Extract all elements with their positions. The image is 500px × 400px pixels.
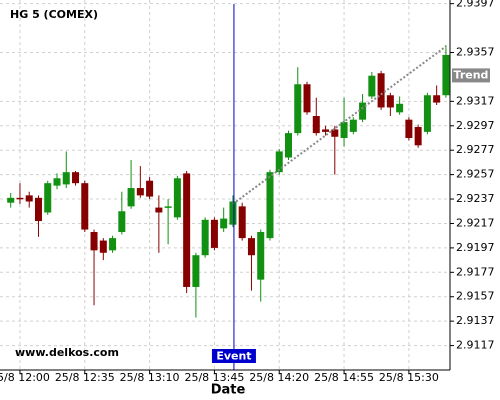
y-tick-label: 2.9217 — [456, 216, 495, 229]
candle-body — [90, 232, 98, 251]
y-tick-label: 2.9237 — [456, 192, 495, 205]
candle-body — [368, 75, 376, 97]
candle-body — [285, 133, 292, 158]
x-tick-label: 25/8 15:30 — [379, 371, 439, 384]
trend-label-box — [452, 68, 490, 83]
candle-body — [247, 238, 255, 256]
candle-body — [62, 172, 70, 185]
event-label-box — [211, 349, 256, 363]
y-tick-label: 2.9137 — [456, 314, 495, 327]
x-tick-label: 25/8 12:00 — [0, 371, 50, 384]
candle-body — [7, 197, 15, 203]
watermark: www.delkos.com — [15, 346, 119, 359]
marks — [7, 4, 450, 370]
x-tick-label: 25/8 13:10 — [120, 371, 180, 384]
candle-body — [164, 206, 172, 208]
candle-body — [127, 188, 135, 207]
candle-body — [340, 122, 348, 138]
candle-body — [229, 201, 237, 225]
candle-body — [442, 54, 450, 96]
event-label: Event — [216, 350, 251, 363]
candle-body — [201, 219, 209, 256]
candle-body — [423, 95, 431, 132]
candle-body — [220, 218, 228, 229]
candle-body — [210, 219, 218, 248]
candle-body — [109, 238, 117, 251]
candle-body — [377, 73, 385, 108]
x-axis-title: Date — [211, 383, 246, 398]
candle-body — [414, 126, 422, 146]
candle-body — [53, 178, 61, 186]
y-tick-label: 2.9117 — [456, 339, 495, 352]
trend-label: Trend — [454, 68, 489, 81]
y-tick-label: 2.9157 — [456, 290, 495, 303]
candle-body — [331, 129, 339, 137]
y-tick-label: 2.9257 — [456, 168, 495, 181]
y-tick-label: 2.9277 — [456, 143, 495, 156]
candle-body — [16, 197, 24, 200]
y-tick-label: 2.9317 — [456, 94, 495, 107]
candle-body — [322, 129, 330, 132]
candle-body — [146, 180, 154, 197]
candle-body — [238, 206, 246, 239]
candle-body — [173, 178, 181, 218]
y-tick-label: 2.9177 — [456, 265, 495, 278]
candle-body — [266, 172, 274, 239]
x-tick-label: 25/8 13:45 — [184, 371, 244, 384]
x-tick-label: 25/8 14:55 — [314, 371, 374, 384]
candle-body — [34, 197, 42, 222]
candle-body — [312, 116, 320, 134]
candle-body — [396, 103, 404, 113]
candle-body — [359, 102, 367, 120]
candle-body — [386, 95, 394, 108]
candle-body — [155, 207, 163, 213]
candle-body — [294, 84, 302, 134]
candle-body — [99, 240, 107, 253]
x-tick-label: 25/8 12:35 — [55, 371, 115, 384]
y-tick-label: 2.9297 — [456, 119, 495, 132]
candle-body — [405, 119, 413, 138]
candle-body — [192, 255, 200, 287]
chart-title: HG 5 (COMEX) — [10, 8, 98, 21]
candle-body — [349, 119, 357, 132]
y-tick-label: 2.9357 — [456, 46, 495, 59]
y-tick-label: 2.9397 — [456, 0, 495, 10]
candle-body — [183, 173, 191, 287]
candle-body — [118, 211, 126, 233]
candle-body — [44, 183, 52, 213]
x-tick-label: 25/8 14:20 — [249, 371, 309, 384]
candle-body — [72, 172, 80, 184]
candle-body — [136, 188, 144, 196]
candle-body — [81, 183, 89, 230]
candle-body — [275, 151, 283, 173]
candle-body — [433, 95, 441, 103]
candle-body — [257, 232, 265, 280]
candle-body — [303, 84, 311, 113]
trend-line — [232, 45, 447, 205]
y-tick-label: 2.9197 — [456, 241, 495, 254]
candle-body — [25, 195, 33, 202]
